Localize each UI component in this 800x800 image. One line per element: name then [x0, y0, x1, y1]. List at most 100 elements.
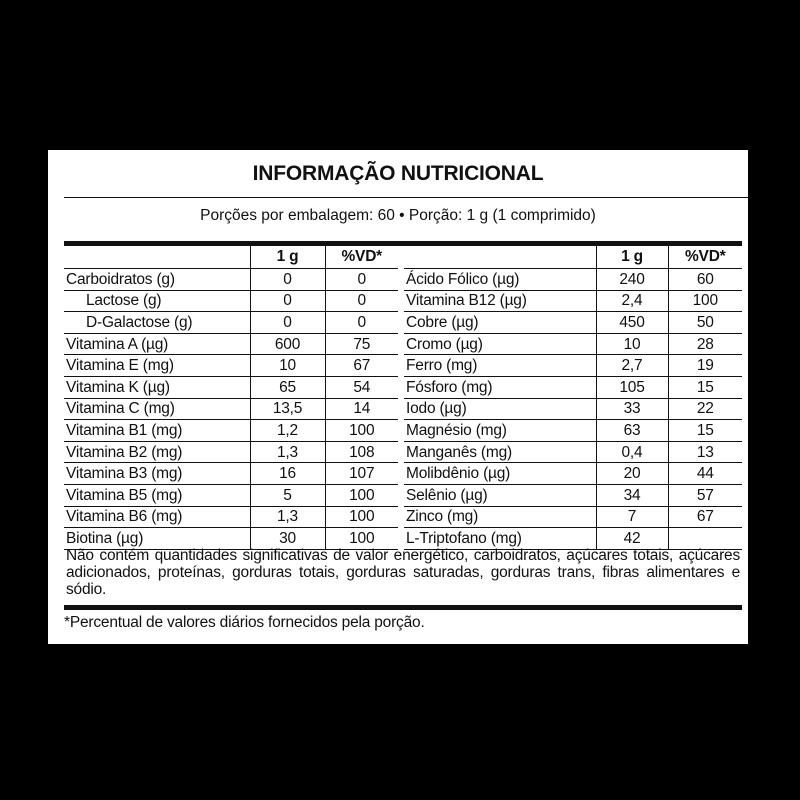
nutrient-dv: 28 — [667, 333, 742, 356]
header-amount: 1 g — [249, 246, 325, 269]
nutrient-amount: 33 — [595, 398, 668, 421]
table-row: Vitamina B12 (µg) 2,4 100 — [404, 290, 742, 313]
header-dv: %VD* — [667, 246, 742, 269]
nutrient-amount: 600 — [249, 333, 325, 356]
nutrient-dv: 107 — [324, 462, 398, 485]
table-row: L-Triptofano (mg) 42 — [404, 527, 742, 550]
nutrient-name: Cromo (µg) — [404, 333, 596, 356]
nutrient-amount: 240 — [595, 268, 668, 291]
nutrient-dv: 100 — [324, 419, 398, 442]
header-blank — [404, 246, 596, 269]
table-row: Ácido Fólico (µg) 240 60 — [404, 268, 742, 291]
nutrient-name: Vitamina E (mg) — [64, 354, 250, 377]
nutrient-amount: 7 — [595, 506, 668, 529]
nutrient-name: Carboidratos (g) — [64, 268, 250, 291]
table-row: Iodo (µg) 33 22 — [404, 398, 742, 421]
nutrient-name: Cobre (µg) — [404, 311, 596, 334]
nutrient-dv: 50 — [667, 311, 742, 334]
nutrient-name: Fósforo (mg) — [404, 376, 596, 399]
nutrient-name: Vitamina B12 (µg) — [404, 290, 596, 313]
table-row: Selênio (µg) 34 57 — [404, 484, 742, 507]
table-row: Zinco (mg) 7 67 — [404, 506, 742, 529]
table-header: 1 g %VD* — [404, 246, 742, 269]
nutrient-amount: 1,3 — [249, 441, 325, 464]
nutrient-amount: 42 — [595, 527, 668, 550]
divider — [64, 197, 748, 198]
nutrient-name: Vitamina C (mg) — [64, 398, 250, 421]
label-title: INFORMAÇÃO NUTRICIONAL — [252, 162, 544, 185]
nutrient-dv: 44 — [667, 462, 742, 485]
nutrition-facts-panel: INFORMAÇÃO NUTRICIONAL Porções por embal… — [48, 150, 748, 644]
nutrient-dv: 100 — [667, 290, 742, 313]
nutrient-dv: 0 — [324, 311, 398, 334]
nutrient-dv: 15 — [667, 419, 742, 442]
nutrient-amount: 450 — [595, 311, 668, 334]
table-row: Biotina (µg) 30 100 — [64, 527, 398, 550]
nutrient-dv: 54 — [324, 376, 398, 399]
nutrient-amount: 65 — [249, 376, 325, 399]
table-row: Vitamina B5 (mg) 5 100 — [64, 484, 398, 507]
table-header: 1 g %VD* — [64, 246, 398, 269]
nutrient-dv: 57 — [667, 484, 742, 507]
nutrient-name: Vitamina A (µg) — [64, 333, 250, 356]
nutrient-name: Vitamina K (µg) — [64, 376, 250, 399]
nutrient-amount: 2,7 — [595, 354, 668, 377]
nutrient-name: D-Galactose (g) — [64, 311, 250, 334]
table-row: Molibdênio (µg) 20 44 — [404, 462, 742, 485]
nutrient-dv: 67 — [324, 354, 398, 377]
nutrient-dv: 19 — [667, 354, 742, 377]
table-row: Vitamina C (mg) 13,5 14 — [64, 398, 398, 421]
nutrient-name: Vitamina B5 (mg) — [64, 484, 250, 507]
nutrient-table-left: 1 g %VD* Carboidratos (g) 0 0 Lactose (g) 0 0… — [64, 246, 398, 550]
nutrient-amount: 20 — [595, 462, 668, 485]
table-row: Vitamina B6 (mg) 1,3 100 — [64, 506, 398, 529]
nutrient-dv — [667, 527, 742, 550]
nutrient-dv: 0 — [324, 268, 398, 291]
header-dv: %VD* — [324, 246, 398, 269]
nutrient-name: Ferro (mg) — [404, 354, 596, 377]
table-row: Vitamina B3 (mg) 16 107 — [64, 462, 398, 485]
nutrient-name: Vitamina B2 (mg) — [64, 441, 250, 464]
nutrient-name: Selênio (µg) — [404, 484, 596, 507]
table-row: Manganês (mg) 0,4 13 — [404, 441, 742, 464]
table-row: Vitamina B2 (mg) 1,3 108 — [64, 441, 398, 464]
nutrient-name: Magnésio (mg) — [404, 419, 596, 442]
nutrient-name: Manganês (mg) — [404, 441, 596, 464]
table-row: Cobre (µg) 450 50 — [404, 311, 742, 334]
not-significant-note: Não contém quantidades significativas de… — [66, 547, 740, 598]
header-blank — [64, 246, 250, 269]
nutrient-dv: 60 — [667, 268, 742, 291]
table-row: Lactose (g) 0 0 — [64, 290, 398, 313]
nutrient-dv: 14 — [324, 398, 398, 421]
nutrient-name: L-Triptofano (mg) — [404, 527, 596, 550]
nutrient-name: Biotina (µg) — [64, 527, 250, 550]
nutrient-amount: 63 — [595, 419, 668, 442]
nutrient-dv: 100 — [324, 506, 398, 529]
nutrient-name: Lactose (g) — [64, 290, 250, 313]
nutrient-name: Iodo (µg) — [404, 398, 596, 421]
nutrient-dv: 13 — [667, 441, 742, 464]
nutrient-amount: 0 — [249, 290, 325, 313]
nutrient-amount: 13,5 — [249, 398, 325, 421]
nutrient-dv: 100 — [324, 527, 398, 550]
footnote: *Percentual de valores diários fornecido… — [64, 614, 425, 631]
serving-info: Porções por embalagem: 60 • Porção: 1 g … — [200, 207, 596, 224]
nutrient-amount: 0 — [249, 268, 325, 291]
nutrient-dv: 75 — [324, 333, 398, 356]
thick-divider — [64, 605, 742, 610]
table-row: Cromo (µg) 10 28 — [404, 333, 742, 356]
table-row: Vitamina B1 (mg) 1,2 100 — [64, 419, 398, 442]
nutrient-dv: 22 — [667, 398, 742, 421]
table-row: Vitamina K (µg) 65 54 — [64, 376, 398, 399]
nutrient-amount: 0 — [249, 311, 325, 334]
nutrient-name: Vitamina B1 (mg) — [64, 419, 250, 442]
table-row: Fósforo (mg) 105 15 — [404, 376, 742, 399]
nutrient-amount: 105 — [595, 376, 668, 399]
nutrient-amount: 34 — [595, 484, 668, 507]
table-row: D-Galactose (g) 0 0 — [64, 311, 398, 334]
header-amount: 1 g — [595, 246, 668, 269]
table-row: Magnésio (mg) 63 15 — [404, 419, 742, 442]
nutrient-amount: 30 — [249, 527, 325, 550]
table-row: Carboidratos (g) 0 0 — [64, 268, 398, 291]
nutrient-name: Vitamina B6 (mg) — [64, 506, 250, 529]
